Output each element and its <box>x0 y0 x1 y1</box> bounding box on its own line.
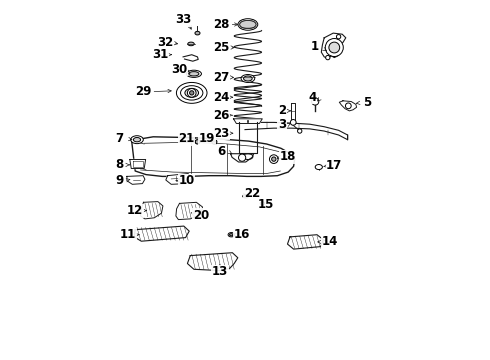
Text: 15: 15 <box>258 198 274 211</box>
Ellipse shape <box>195 31 200 35</box>
Text: 13: 13 <box>212 265 228 278</box>
Circle shape <box>297 129 302 133</box>
Circle shape <box>345 103 351 109</box>
Text: 4: 4 <box>309 91 317 104</box>
Text: 29: 29 <box>135 85 152 98</box>
Ellipse shape <box>131 136 143 144</box>
Text: 26: 26 <box>214 109 230 122</box>
Circle shape <box>190 91 194 95</box>
Polygon shape <box>239 122 257 153</box>
Circle shape <box>312 98 319 105</box>
Text: 17: 17 <box>326 159 343 172</box>
Ellipse shape <box>229 234 233 236</box>
Polygon shape <box>187 253 238 271</box>
Text: 2: 2 <box>278 104 286 117</box>
Ellipse shape <box>260 202 265 205</box>
Text: 12: 12 <box>127 204 144 217</box>
Circle shape <box>239 154 245 161</box>
Text: 6: 6 <box>218 145 226 158</box>
Polygon shape <box>130 159 146 168</box>
Circle shape <box>329 42 340 53</box>
Text: 31: 31 <box>152 48 169 61</box>
Polygon shape <box>166 174 192 184</box>
Ellipse shape <box>188 42 194 46</box>
Text: 16: 16 <box>233 228 249 241</box>
Ellipse shape <box>195 140 200 144</box>
Circle shape <box>270 155 278 163</box>
Polygon shape <box>134 226 189 241</box>
Ellipse shape <box>238 19 258 30</box>
Ellipse shape <box>243 154 253 159</box>
Circle shape <box>196 140 199 144</box>
Text: 1: 1 <box>311 40 319 53</box>
Ellipse shape <box>240 21 256 28</box>
Polygon shape <box>132 137 294 176</box>
Ellipse shape <box>185 88 198 97</box>
Ellipse shape <box>189 72 199 76</box>
Polygon shape <box>141 202 163 219</box>
Ellipse shape <box>133 138 141 142</box>
Text: 11: 11 <box>120 228 136 241</box>
Ellipse shape <box>180 86 203 100</box>
Polygon shape <box>291 103 295 120</box>
Text: 3: 3 <box>278 118 286 131</box>
Ellipse shape <box>243 194 248 198</box>
Polygon shape <box>288 235 323 249</box>
Text: 33: 33 <box>176 13 192 26</box>
Text: 20: 20 <box>193 209 209 222</box>
Circle shape <box>187 89 196 97</box>
Text: 22: 22 <box>244 187 260 200</box>
Polygon shape <box>127 176 145 184</box>
Text: 18: 18 <box>280 150 296 163</box>
Ellipse shape <box>228 233 235 237</box>
Ellipse shape <box>176 82 207 103</box>
Text: 27: 27 <box>214 71 230 84</box>
Circle shape <box>212 139 217 144</box>
Text: 7: 7 <box>116 132 124 145</box>
Text: 21: 21 <box>178 132 195 145</box>
Ellipse shape <box>240 21 256 28</box>
Ellipse shape <box>244 76 252 81</box>
Text: 30: 30 <box>172 63 188 76</box>
Text: 28: 28 <box>214 18 230 31</box>
Text: 23: 23 <box>214 127 230 140</box>
Ellipse shape <box>241 75 255 82</box>
Text: 19: 19 <box>199 132 216 145</box>
Polygon shape <box>233 119 262 123</box>
Text: 25: 25 <box>214 41 230 54</box>
Text: 8: 8 <box>115 158 123 171</box>
Polygon shape <box>245 122 347 140</box>
Text: 14: 14 <box>321 235 338 248</box>
Polygon shape <box>339 101 357 111</box>
Ellipse shape <box>186 70 201 77</box>
Circle shape <box>291 120 296 125</box>
Text: 5: 5 <box>363 96 371 109</box>
Text: 24: 24 <box>214 91 230 104</box>
Polygon shape <box>321 33 346 58</box>
Polygon shape <box>176 202 202 220</box>
Circle shape <box>325 39 343 57</box>
Ellipse shape <box>315 165 322 170</box>
Circle shape <box>337 35 341 39</box>
Circle shape <box>326 55 330 60</box>
Text: 10: 10 <box>178 174 195 187</box>
Ellipse shape <box>323 240 327 243</box>
Polygon shape <box>231 154 254 162</box>
Circle shape <box>271 157 276 161</box>
Text: 32: 32 <box>157 36 173 49</box>
Text: 9: 9 <box>115 174 123 187</box>
